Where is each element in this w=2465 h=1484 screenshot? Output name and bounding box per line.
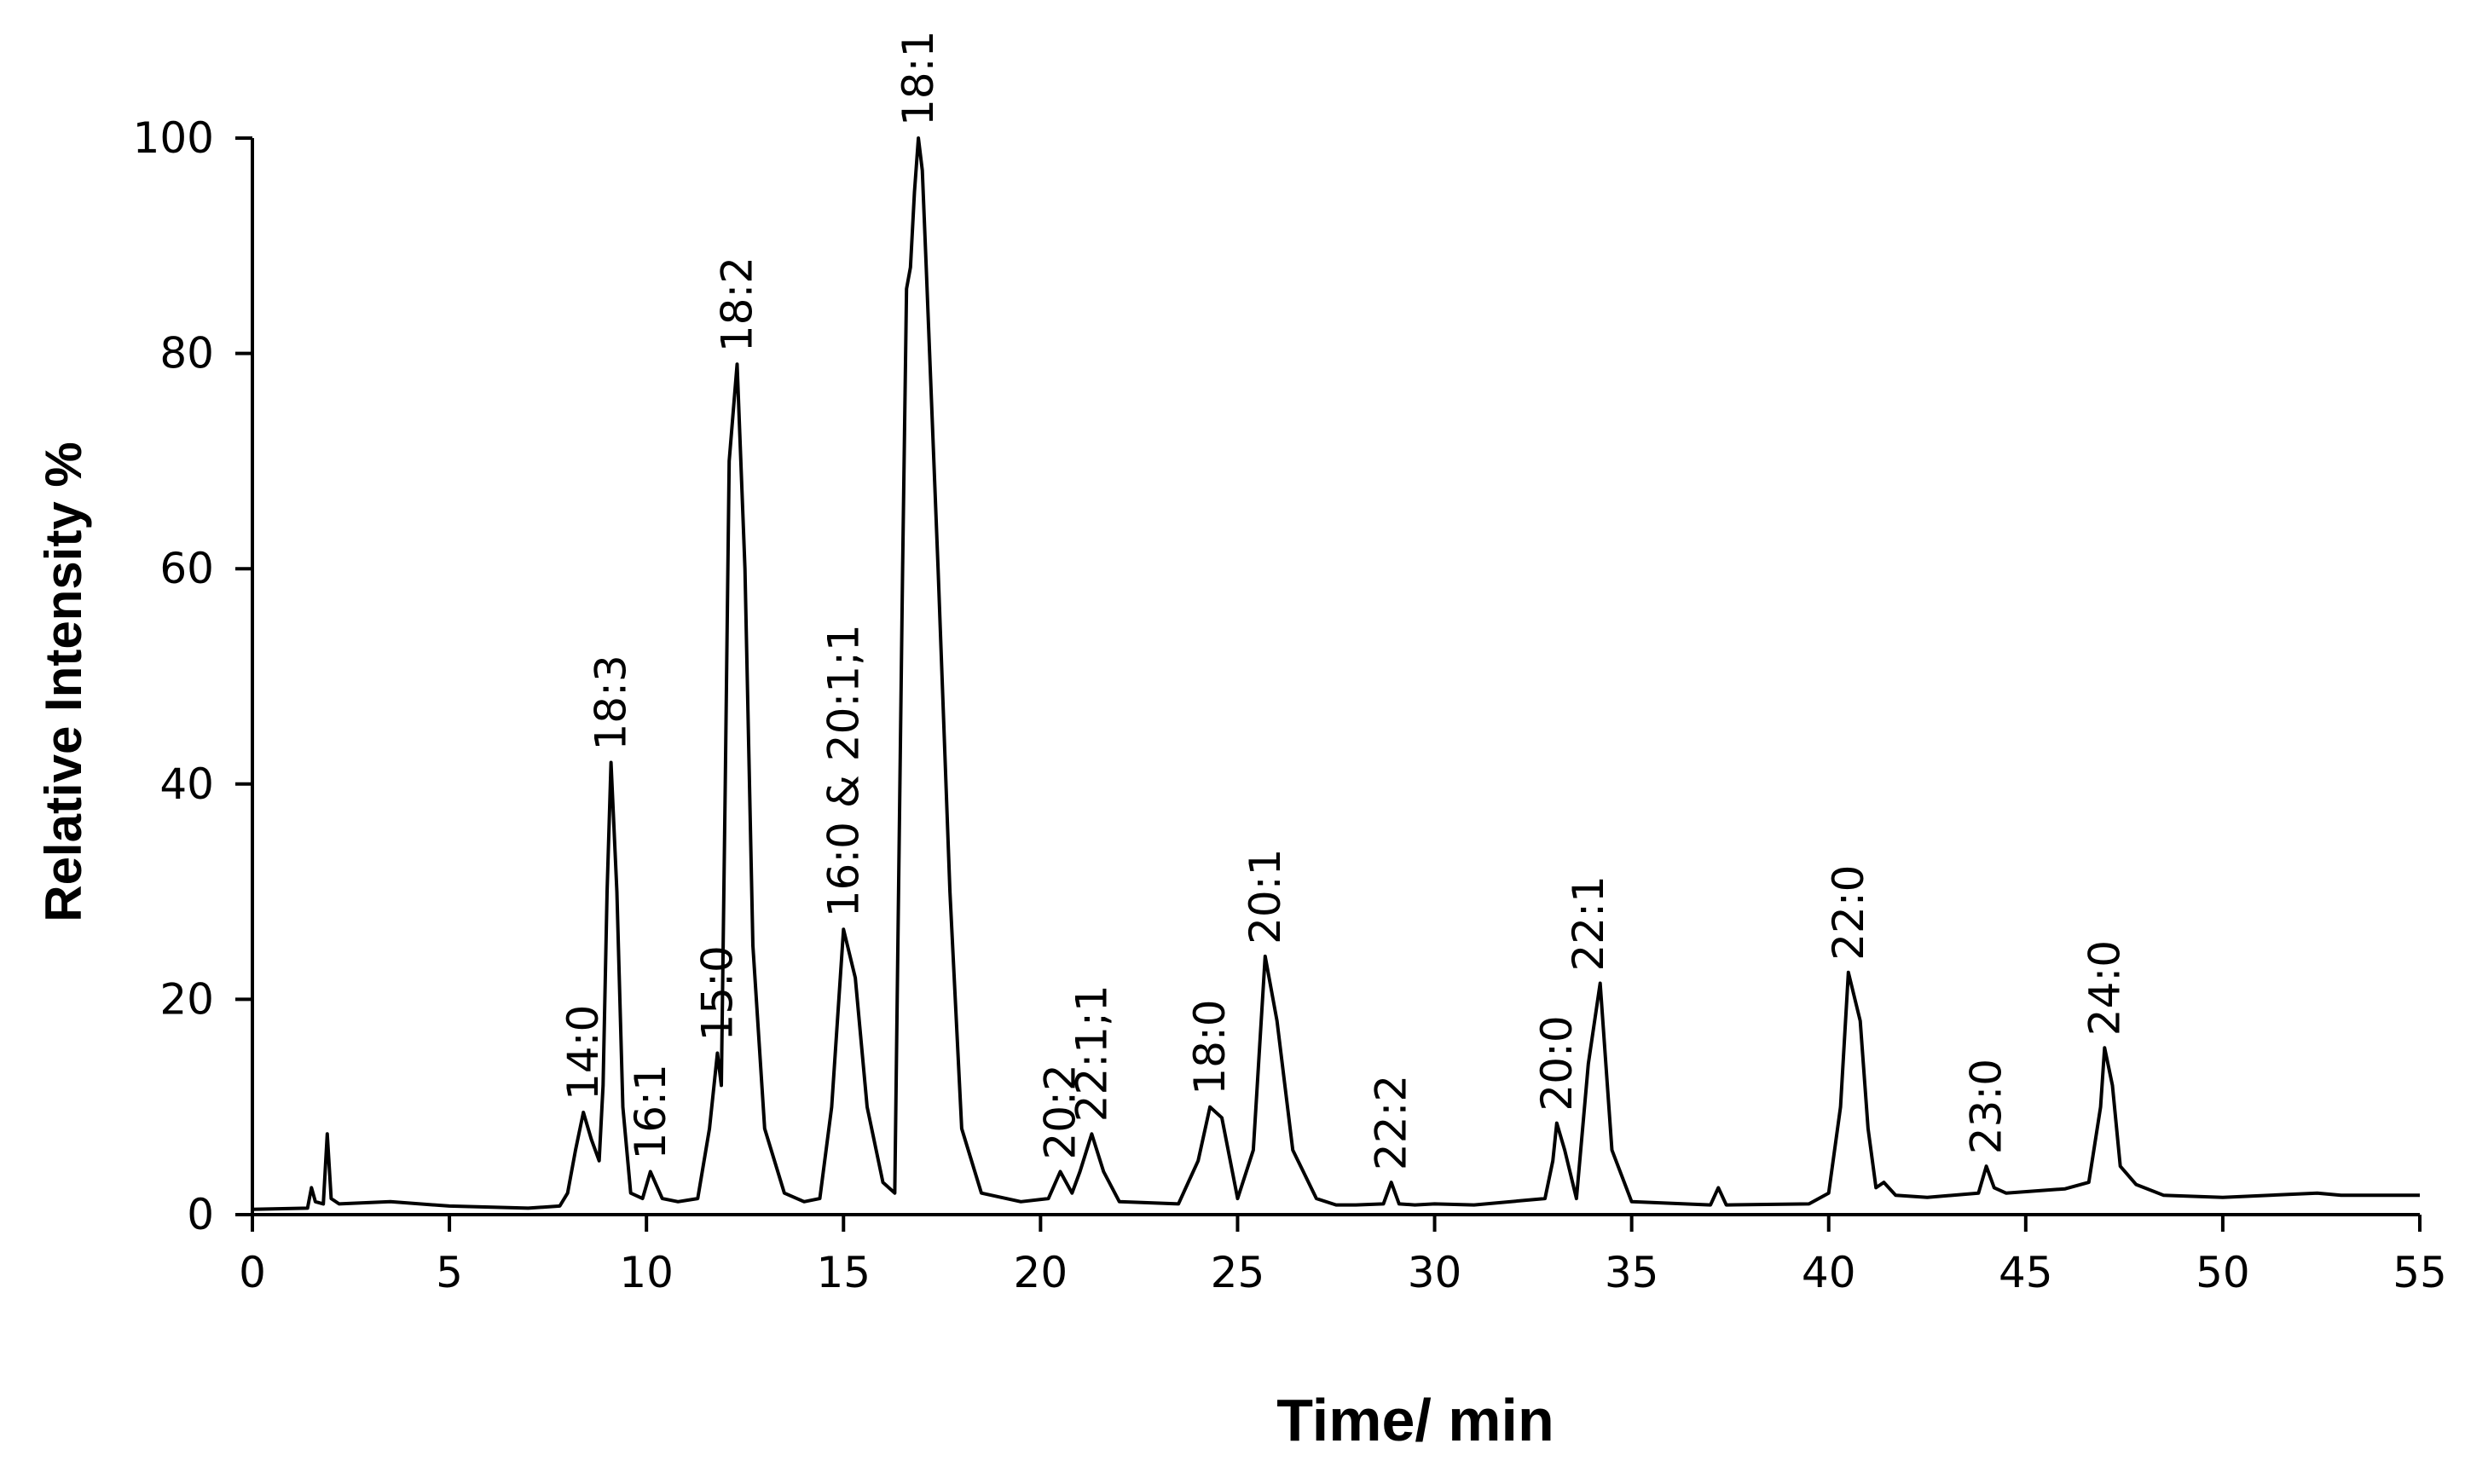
peak-label: 18:1 [894,31,943,126]
y-tick-label: 60 [159,544,214,593]
x-tick-label: 55 [2393,1248,2447,1297]
peak-label: 20:1 [1241,849,1290,944]
x-tick-label: 30 [1408,1248,1462,1297]
x-tick-label: 25 [1211,1248,1265,1297]
peak-label: 22:0 [1824,865,1873,961]
peak-labels: 14:0 18:3 16:1 15:0 18:2 16:0 & 20:1;1 18:1 20:… [558,31,2129,1170]
x-tick-label: 5 [436,1248,463,1297]
y-tick-label: 20 [159,974,214,1024]
axes [251,138,2420,1216]
peak-label: 23:0 [1962,1059,2011,1154]
peak-label: 16:0 & 20:1;1 [819,624,868,917]
peak-label: 24:0 [2080,940,2129,1036]
x-tick-label: 0 [239,1248,266,1297]
y-tick-label: 40 [159,759,214,809]
x-tick-label: 40 [1802,1248,1856,1297]
peak-label: 18:2 [713,257,762,352]
peak-label: 22:1 [1564,875,1613,971]
x-ticks: 0 5 10 15 20 25 30 35 40 45 50 55 [239,1215,2447,1297]
peak-label: 16:1 [626,1064,675,1159]
y-tick-label: 0 [187,1190,214,1239]
peak-label: 14:0 [558,1005,608,1100]
x-tick-label: 50 [2196,1248,2250,1297]
x-tick-label: 35 [1605,1248,1659,1297]
peak-label: 22:1;1 [1067,985,1116,1122]
y-tick-label: 80 [159,329,214,378]
x-tick-label: 15 [816,1248,871,1297]
x-axis-title: Time/ min [1276,1387,1554,1453]
series-layer [252,136,2420,1211]
peak-label: 22:2 [1367,1075,1416,1170]
peak-label: 20:2 [1036,1064,1085,1159]
y-ticks: 0 20 40 60 80 100 [133,113,252,1239]
x-tick-label: 45 [1999,1248,2053,1297]
x-tick-label: 20 [1014,1248,1068,1297]
x-tick-label: 10 [619,1248,674,1297]
y-tick-label: 100 [133,113,214,163]
peak-label: 18:3 [587,655,636,750]
chromatogram-trace [252,136,2420,1211]
peak-label: 20:0 [1532,1015,1582,1111]
peak-label: 18:0 [1185,999,1235,1094]
peak-label: 15:0 [692,945,742,1041]
y-axis-title: Relative Intensity % [35,442,92,922]
